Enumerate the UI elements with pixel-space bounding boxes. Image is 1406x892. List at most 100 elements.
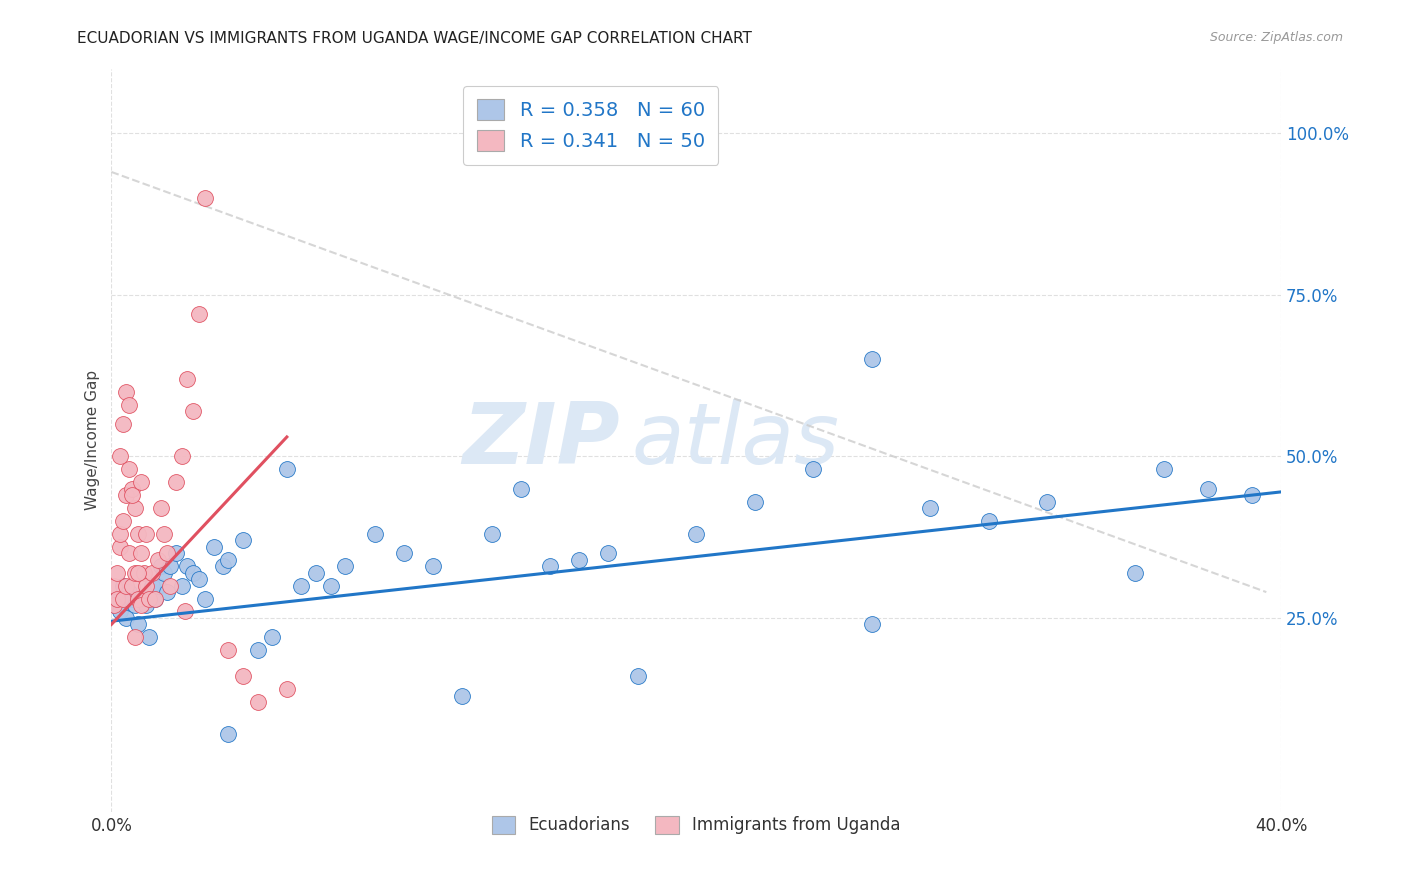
Point xyxy=(108,527,131,541)
Point xyxy=(143,591,166,606)
Point xyxy=(1240,488,1263,502)
Point xyxy=(105,591,128,606)
Point xyxy=(538,559,561,574)
Point xyxy=(118,398,141,412)
Point xyxy=(121,488,143,502)
Point xyxy=(159,559,181,574)
Point xyxy=(150,559,173,574)
Point xyxy=(319,579,342,593)
Point xyxy=(176,372,198,386)
Point xyxy=(217,553,239,567)
Point xyxy=(627,669,650,683)
Point xyxy=(276,681,298,696)
Point xyxy=(170,450,193,464)
Point xyxy=(118,585,141,599)
Point xyxy=(127,617,149,632)
Point xyxy=(132,566,155,580)
Point xyxy=(181,566,204,580)
Text: ECUADORIAN VS IMMIGRANTS FROM UGANDA WAGE/INCOME GAP CORRELATION CHART: ECUADORIAN VS IMMIGRANTS FROM UGANDA WAG… xyxy=(77,31,752,46)
Point xyxy=(129,546,152,560)
Point xyxy=(801,462,824,476)
Point xyxy=(121,482,143,496)
Point xyxy=(124,566,146,580)
Point xyxy=(135,527,157,541)
Point xyxy=(977,514,1000,528)
Point xyxy=(568,553,591,567)
Point xyxy=(115,579,138,593)
Point xyxy=(860,352,883,367)
Point xyxy=(598,546,620,560)
Point xyxy=(451,689,474,703)
Point xyxy=(176,559,198,574)
Point xyxy=(103,598,125,612)
Point xyxy=(135,598,157,612)
Point xyxy=(173,605,195,619)
Point xyxy=(124,598,146,612)
Point xyxy=(103,579,125,593)
Point xyxy=(305,566,328,580)
Point xyxy=(246,643,269,657)
Point xyxy=(188,307,211,321)
Point xyxy=(127,591,149,606)
Point xyxy=(217,643,239,657)
Point xyxy=(124,631,146,645)
Point xyxy=(138,631,160,645)
Point xyxy=(246,695,269,709)
Point xyxy=(276,462,298,476)
Point xyxy=(127,566,149,580)
Point xyxy=(105,591,128,606)
Point xyxy=(232,533,254,548)
Legend: Ecuadorians, Immigrants from Uganda: Ecuadorians, Immigrants from Uganda xyxy=(482,805,911,845)
Point xyxy=(115,611,138,625)
Point xyxy=(188,572,211,586)
Point xyxy=(153,566,176,580)
Point xyxy=(481,527,503,541)
Point xyxy=(165,475,187,490)
Y-axis label: Wage/Income Gap: Wage/Income Gap xyxy=(86,370,100,510)
Point xyxy=(141,566,163,580)
Point xyxy=(141,579,163,593)
Point xyxy=(112,579,135,593)
Point xyxy=(135,579,157,593)
Point xyxy=(262,631,284,645)
Point xyxy=(105,566,128,580)
Point xyxy=(422,559,444,574)
Point xyxy=(1036,494,1059,508)
Point xyxy=(217,727,239,741)
Text: ZIP: ZIP xyxy=(463,399,620,482)
Point xyxy=(112,591,135,606)
Point xyxy=(181,404,204,418)
Point xyxy=(1153,462,1175,476)
Point xyxy=(115,384,138,399)
Point xyxy=(150,501,173,516)
Point xyxy=(290,579,312,593)
Text: atlas: atlas xyxy=(631,399,839,482)
Point xyxy=(860,617,883,632)
Point xyxy=(685,527,707,541)
Point xyxy=(170,579,193,593)
Point xyxy=(124,501,146,516)
Point xyxy=(103,598,125,612)
Point xyxy=(148,553,170,567)
Point xyxy=(509,482,531,496)
Point xyxy=(153,527,176,541)
Point xyxy=(744,494,766,508)
Point xyxy=(108,450,131,464)
Point xyxy=(127,527,149,541)
Point xyxy=(118,546,141,560)
Point xyxy=(115,488,138,502)
Point xyxy=(132,591,155,606)
Point xyxy=(129,475,152,490)
Point xyxy=(121,579,143,593)
Point xyxy=(165,546,187,560)
Point xyxy=(211,559,233,574)
Point xyxy=(148,579,170,593)
Point xyxy=(112,514,135,528)
Point xyxy=(920,501,942,516)
Point xyxy=(138,591,160,606)
Text: Source: ZipAtlas.com: Source: ZipAtlas.com xyxy=(1209,31,1343,45)
Point xyxy=(156,585,179,599)
Point xyxy=(118,462,141,476)
Point xyxy=(194,191,217,205)
Point xyxy=(1197,482,1219,496)
